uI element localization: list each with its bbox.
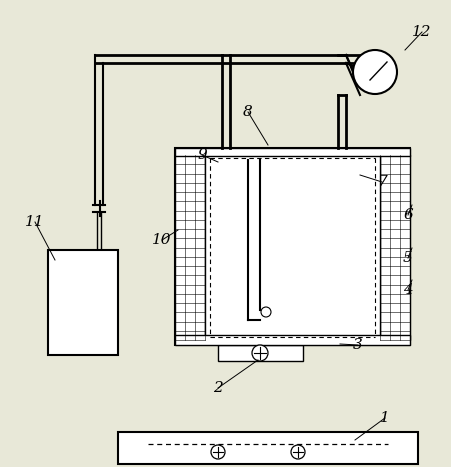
- Text: 12: 12: [411, 25, 431, 39]
- Bar: [175, 148, 409, 345]
- Bar: [175, 335, 409, 345]
- Bar: [118, 432, 417, 464]
- Text: 6: 6: [402, 208, 412, 222]
- Circle shape: [252, 345, 267, 361]
- Circle shape: [211, 445, 225, 459]
- Text: 4: 4: [402, 283, 412, 297]
- Text: 8: 8: [243, 105, 252, 119]
- Bar: [205, 155, 379, 340]
- Text: 3: 3: [352, 338, 362, 352]
- Text: 1: 1: [379, 411, 389, 425]
- Circle shape: [290, 445, 304, 459]
- Circle shape: [352, 50, 396, 94]
- Circle shape: [260, 307, 271, 317]
- Bar: [217, 345, 302, 361]
- Bar: [379, 155, 409, 340]
- Text: 11: 11: [25, 215, 45, 229]
- Text: 2: 2: [213, 381, 222, 395]
- Text: 9: 9: [197, 148, 207, 162]
- Bar: [175, 148, 409, 156]
- Text: 10: 10: [152, 233, 171, 247]
- Bar: [48, 250, 118, 355]
- Text: 5: 5: [402, 251, 412, 265]
- Bar: [175, 155, 205, 340]
- Text: 7: 7: [376, 175, 386, 189]
